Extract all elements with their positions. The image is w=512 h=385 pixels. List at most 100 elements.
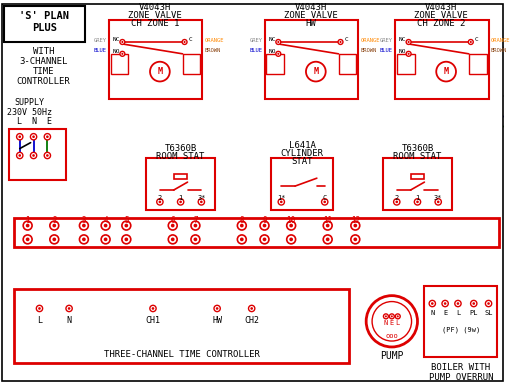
- Text: N: N: [384, 320, 388, 326]
- Circle shape: [30, 134, 37, 140]
- Text: 2: 2: [158, 195, 162, 201]
- Circle shape: [178, 199, 184, 205]
- Text: 10: 10: [287, 216, 296, 225]
- Circle shape: [470, 41, 472, 43]
- Text: 1: 1: [179, 195, 183, 201]
- Circle shape: [44, 152, 51, 159]
- Text: 1: 1: [415, 195, 420, 201]
- Text: CH ZONE 1: CH ZONE 1: [131, 19, 179, 28]
- Circle shape: [240, 238, 244, 241]
- Bar: [14, 218, 499, 247]
- Circle shape: [326, 238, 330, 241]
- Circle shape: [276, 51, 281, 56]
- Text: GREY: GREY: [94, 37, 106, 42]
- Circle shape: [101, 221, 110, 230]
- Text: 5: 5: [124, 216, 129, 225]
- Circle shape: [46, 136, 49, 138]
- Circle shape: [171, 224, 175, 228]
- Text: BOILER WITH: BOILER WITH: [431, 363, 490, 372]
- Bar: [111, 54, 129, 74]
- Text: C: C: [323, 195, 327, 201]
- Text: TIME: TIME: [33, 67, 54, 76]
- Text: 6: 6: [170, 216, 175, 225]
- Circle shape: [306, 62, 326, 82]
- Circle shape: [32, 136, 35, 138]
- Text: PUMP: PUMP: [380, 351, 403, 361]
- Text: CH1: CH1: [145, 316, 160, 325]
- Circle shape: [260, 235, 269, 244]
- Bar: [338, 54, 356, 74]
- Text: HW: HW: [306, 19, 316, 28]
- Circle shape: [82, 238, 86, 241]
- Circle shape: [179, 201, 182, 203]
- Circle shape: [322, 199, 328, 205]
- Circle shape: [278, 41, 280, 43]
- Circle shape: [52, 224, 56, 228]
- Circle shape: [351, 221, 360, 230]
- Bar: [265, 20, 358, 99]
- Circle shape: [104, 224, 108, 228]
- Text: GREY: GREY: [380, 37, 393, 42]
- Text: M: M: [313, 67, 318, 76]
- Bar: [109, 20, 202, 99]
- Bar: [14, 289, 349, 363]
- Text: NC: NC: [399, 37, 407, 42]
- Text: BROWN: BROWN: [360, 49, 376, 54]
- Circle shape: [326, 224, 330, 228]
- Circle shape: [408, 41, 410, 43]
- Circle shape: [168, 221, 177, 230]
- Circle shape: [159, 201, 161, 203]
- Circle shape: [46, 154, 49, 157]
- Circle shape: [366, 296, 417, 347]
- Text: BLUE: BLUE: [94, 49, 106, 54]
- Circle shape: [121, 41, 123, 43]
- Circle shape: [121, 53, 123, 55]
- Circle shape: [473, 302, 475, 305]
- Text: ooo: ooo: [386, 333, 398, 339]
- Circle shape: [36, 305, 42, 311]
- Circle shape: [52, 238, 56, 241]
- Text: 2: 2: [52, 216, 57, 225]
- Circle shape: [289, 224, 293, 228]
- Circle shape: [182, 40, 187, 44]
- Circle shape: [122, 221, 131, 230]
- Text: ORANGE: ORANGE: [204, 37, 224, 42]
- Text: C: C: [345, 37, 348, 42]
- Text: V4043H: V4043H: [139, 3, 171, 12]
- Circle shape: [79, 235, 89, 244]
- Bar: [383, 159, 452, 210]
- Text: NO: NO: [269, 49, 276, 54]
- Text: M: M: [157, 67, 162, 76]
- Circle shape: [26, 224, 30, 228]
- Text: 7: 7: [193, 216, 198, 225]
- Circle shape: [289, 238, 293, 241]
- Circle shape: [394, 199, 400, 205]
- Text: ORANGE: ORANGE: [360, 37, 380, 42]
- Circle shape: [23, 221, 32, 230]
- Text: SUPPLY: SUPPLY: [15, 98, 45, 107]
- Circle shape: [18, 154, 21, 157]
- Text: BLUE: BLUE: [380, 49, 393, 54]
- Circle shape: [397, 315, 399, 317]
- Text: E: E: [390, 320, 394, 326]
- Text: L: L: [37, 316, 42, 325]
- Circle shape: [457, 302, 459, 305]
- Circle shape: [278, 53, 280, 55]
- Text: 230V 50Hz: 230V 50Hz: [7, 107, 52, 117]
- Circle shape: [104, 238, 108, 241]
- Text: 1*: 1*: [277, 195, 286, 201]
- Circle shape: [276, 40, 281, 44]
- Circle shape: [23, 235, 32, 244]
- Bar: [183, 54, 200, 74]
- Text: CONTROLLER: CONTROLLER: [16, 77, 70, 86]
- Circle shape: [66, 305, 72, 311]
- Circle shape: [250, 307, 253, 310]
- Circle shape: [200, 201, 203, 203]
- Text: C: C: [475, 37, 479, 42]
- Circle shape: [278, 199, 285, 205]
- Text: 3-CHANNEL: 3-CHANNEL: [19, 57, 68, 66]
- Circle shape: [68, 307, 71, 310]
- Circle shape: [240, 224, 244, 228]
- Text: ZONE VALVE: ZONE VALVE: [128, 11, 182, 20]
- Text: BROWN: BROWN: [204, 49, 221, 54]
